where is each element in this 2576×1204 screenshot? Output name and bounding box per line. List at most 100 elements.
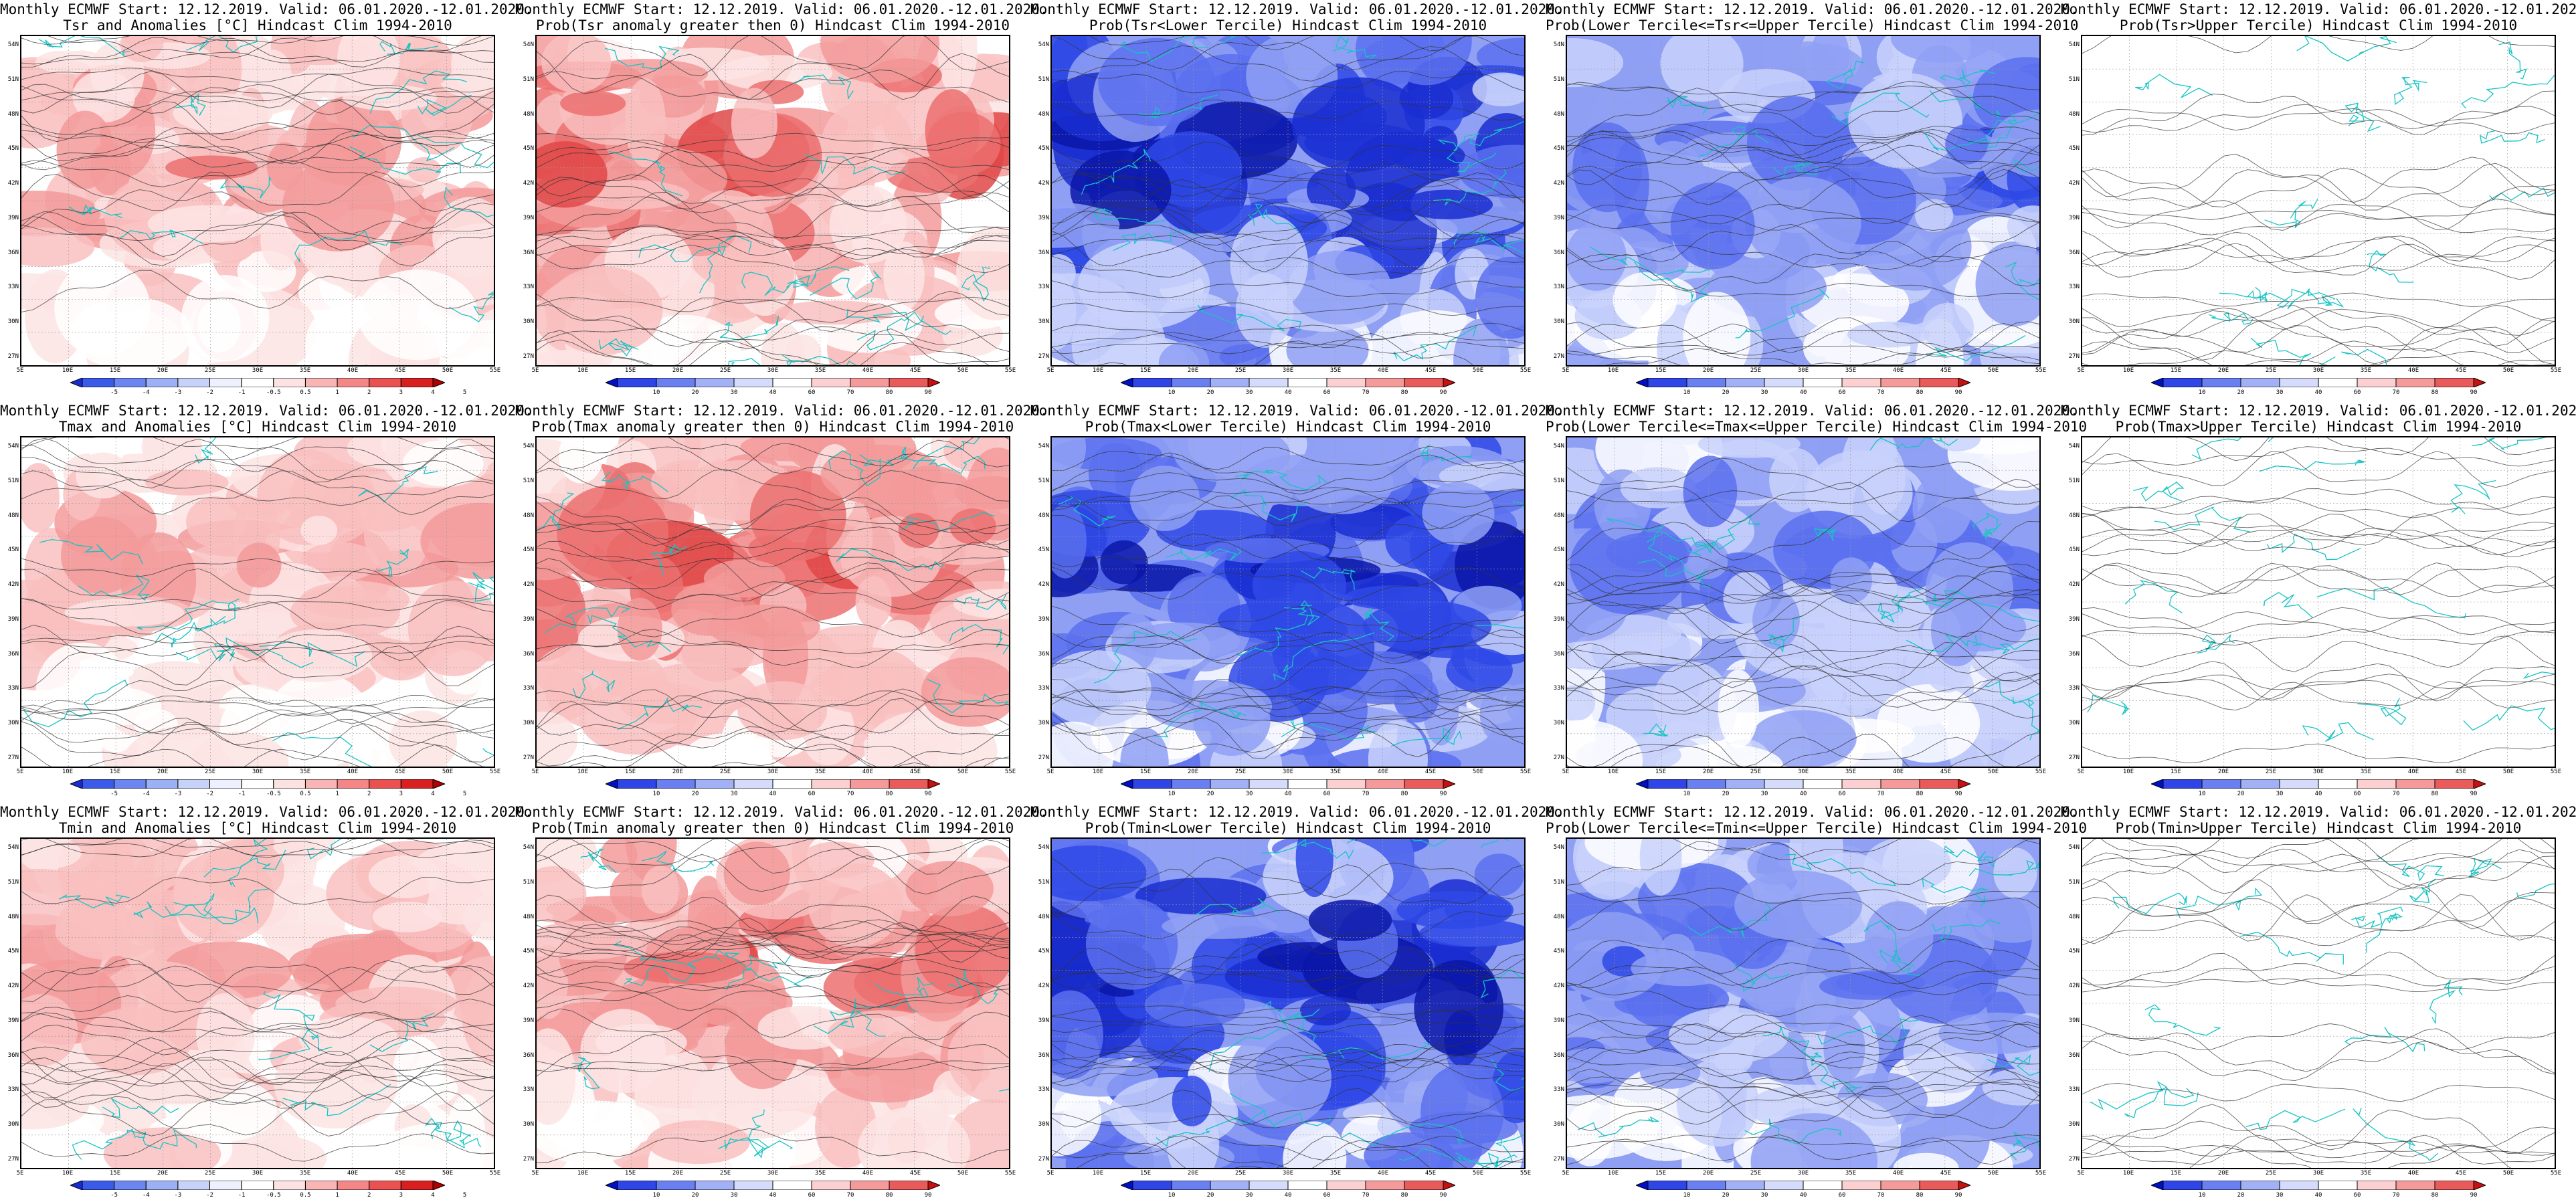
colorbar-label: 90 xyxy=(1439,791,1447,797)
lon-tick-label: 45E xyxy=(909,367,921,374)
lon-tick-label: 55E xyxy=(1004,769,1016,775)
lon-tick-label: 25E xyxy=(1750,367,1762,374)
colorbar xyxy=(70,378,445,387)
lon-tick-label: 50E xyxy=(2502,1170,2514,1177)
lat-tick-label: 51N xyxy=(1038,76,1049,83)
lat-tick-label: 45N xyxy=(1038,546,1049,554)
lon-tick-label: 10E xyxy=(577,367,589,374)
lon-tick-label: 20E xyxy=(672,367,684,374)
lon-tick-label: 45E xyxy=(394,769,406,775)
lon-tick-label: 35E xyxy=(1845,367,1857,374)
colorbar-label: 40 xyxy=(1799,1192,1807,1199)
panel-title-line2: Prob(Tmax<Lower Tercile) Hindcast Clim 1… xyxy=(1085,419,1491,435)
lon-tick-label: 20E xyxy=(1187,367,1199,374)
panel-title-line1: Monthly ECMWF Start: 12.12.2019. Valid: … xyxy=(1546,403,2079,419)
colorbar xyxy=(606,378,940,387)
lat-tick-label: 27N xyxy=(7,1156,19,1163)
lon-tick-label: 25E xyxy=(2265,769,2277,775)
map-area xyxy=(2081,436,2556,768)
lat-tick-label: 51N xyxy=(7,878,19,886)
map-plot xyxy=(2082,36,2555,365)
panel-title-line2: Prob(Tsr anomaly greater then 0) Hindcas… xyxy=(535,17,1010,33)
lon-tick-label: 50E xyxy=(2502,367,2514,374)
lon-tick-label: 25E xyxy=(1234,769,1247,775)
lon-tick-label: 20E xyxy=(2217,1170,2229,1177)
lat-tick-label: 30N xyxy=(1553,318,1564,326)
lon-tick-label: 20E xyxy=(1702,769,1714,775)
lon-tick-label: 15E xyxy=(2170,769,2182,775)
lat-tick-label: 51N xyxy=(1553,76,1564,83)
lon-tick-label: 20E xyxy=(1702,367,1714,374)
colorbar-label: 20 xyxy=(2237,389,2245,396)
colorbar-label: 70 xyxy=(1877,389,1885,396)
panel-title-line2: Prob(Tmax anomaly greater then 0) Hindca… xyxy=(531,419,1014,435)
colorbar-label: 5 xyxy=(462,791,467,797)
panel-title-line1: Monthly ECMWF Start: 12.12.2019. Valid: … xyxy=(2061,403,2576,419)
panel-title-line2: Prob(Tmin<Lower Tercile) Hindcast Clim 1… xyxy=(1085,820,1491,836)
colorbar-label: 40 xyxy=(1284,791,1292,797)
lat-tick-label: 39N xyxy=(7,1017,19,1024)
colorbar-label: -3 xyxy=(174,1192,182,1199)
colorbar-label: 90 xyxy=(924,791,932,797)
lat-tick-label: 48N xyxy=(523,110,534,118)
lon-tick-label: 35E xyxy=(299,769,311,775)
colorbar-label: 90 xyxy=(2470,791,2478,797)
colorbar-label: 80 xyxy=(885,791,893,797)
lon-tick-label: 40E xyxy=(1892,769,1904,775)
colorbar-label: 10 xyxy=(2198,791,2206,797)
colorbar-label: 90 xyxy=(1954,1192,1962,1199)
colorbar-label: 30 xyxy=(1245,791,1253,797)
lat-tick-label: 30N xyxy=(1553,1121,1564,1128)
colorbar-label: 20 xyxy=(1206,1192,1214,1199)
lat-tick-label: 51N xyxy=(1553,878,1564,886)
lon-tick-label: 35E xyxy=(814,769,826,775)
colorbar-label: 60 xyxy=(2353,389,2361,396)
lat-tick-label: 45N xyxy=(2068,145,2080,153)
lat-tick-label: 39N xyxy=(1038,615,1049,623)
colorbar-label: 70 xyxy=(1362,1192,1370,1199)
colorbar-label: 70 xyxy=(2392,389,2400,396)
colorbar-label: 2 xyxy=(367,791,371,797)
lon-tick-label: 25E xyxy=(719,1170,731,1177)
colorbar-label: 0.5 xyxy=(300,389,311,396)
map-plot xyxy=(537,437,1009,767)
lon-tick-label: 10E xyxy=(2122,769,2134,775)
colorbar-label: -2 xyxy=(206,389,213,396)
colorbar-label: -4 xyxy=(142,1192,150,1199)
colorbar-label: -1 xyxy=(238,1192,246,1199)
colorbar-label: 0.5 xyxy=(300,1192,311,1199)
colorbar xyxy=(70,779,445,789)
colorbar-label: 20 xyxy=(691,791,699,797)
lat-tick-label: 45N xyxy=(523,145,534,153)
lon-tick-label: 20E xyxy=(672,769,684,775)
colorbar-label: 5 xyxy=(462,1192,467,1199)
lon-tick-label: 5E xyxy=(531,769,539,775)
lon-tick-label: 5E xyxy=(1562,367,1570,374)
lon-tick-label: 35E xyxy=(2360,769,2372,775)
lon-tick-label: 55E xyxy=(489,367,501,374)
map-area xyxy=(2081,35,2556,367)
lat-tick-label: 30N xyxy=(1038,318,1049,326)
lon-tick-label: 35E xyxy=(2360,1170,2372,1177)
lon-tick-label: 50E xyxy=(1987,367,1999,374)
lon-tick-label: 35E xyxy=(299,367,311,374)
lon-tick-label: 10E xyxy=(62,769,74,775)
lat-tick-label: 39N xyxy=(1038,214,1049,221)
map-plot xyxy=(1567,839,2039,1168)
lat-tick-label: 27N xyxy=(1038,755,1049,761)
lat-tick-label: 36N xyxy=(1038,650,1049,658)
colorbar-label: 10 xyxy=(652,1192,660,1199)
colorbar xyxy=(2151,1181,2486,1190)
colorbar-label: 80 xyxy=(2431,1192,2439,1199)
lat-tick-label: 33N xyxy=(1553,284,1564,291)
panel-title-line1: Monthly ECMWF Start: 12.12.2019. Valid: … xyxy=(1546,804,2079,820)
lon-tick-label: 25E xyxy=(1750,1170,1762,1177)
lat-tick-label: 42N xyxy=(523,581,534,589)
lon-tick-label: 45E xyxy=(1424,1170,1437,1177)
map-plot xyxy=(1052,437,1524,767)
colorbar-label: 10 xyxy=(1683,389,1691,396)
lat-tick-label: 39N xyxy=(7,615,19,623)
lat-tick-label: 42N xyxy=(1553,983,1564,990)
lat-tick-label: 42N xyxy=(1553,180,1564,187)
colorbar-label: 80 xyxy=(2431,389,2439,396)
